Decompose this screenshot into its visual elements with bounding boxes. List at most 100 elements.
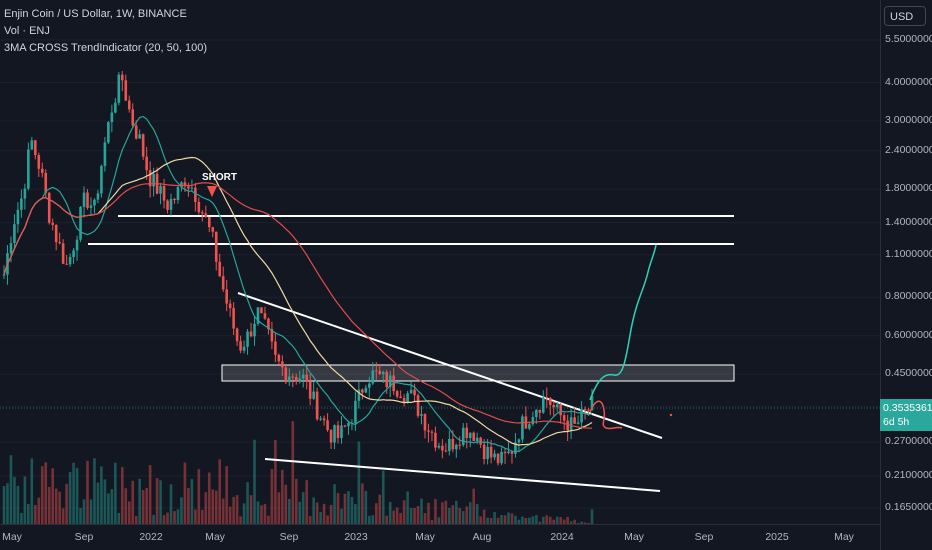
candle-body [451, 438, 455, 450]
volume-bar [221, 498, 225, 524]
volume-bar [176, 509, 180, 524]
volume-bar [72, 462, 75, 524]
volume-bar [350, 496, 354, 524]
candle-body [110, 112, 114, 123]
volume-bar [141, 490, 145, 524]
volume-bar [298, 501, 302, 524]
candle-body [301, 374, 305, 379]
candle-body [232, 308, 235, 329]
pullback-scribble[interactable] [589, 400, 623, 430]
short-annotation[interactable]: SHORT [202, 172, 237, 183]
volume-bar [27, 503, 30, 524]
candle-body [458, 444, 462, 446]
volume-bar [374, 503, 378, 524]
candle-body [246, 331, 249, 347]
candle-body [479, 437, 482, 445]
volume-bar [340, 508, 343, 524]
candle-body [461, 427, 465, 445]
candle-body [573, 417, 576, 424]
volume-bar [228, 506, 232, 524]
candle-body [507, 451, 510, 454]
volume-bar [190, 479, 194, 524]
volume-bar [472, 488, 476, 524]
volume-bar [521, 516, 524, 524]
volume-bar [89, 499, 93, 524]
volume-bar [207, 472, 211, 524]
volume-bar [162, 515, 166, 524]
candle-body [86, 192, 89, 208]
volume-bar [559, 517, 562, 524]
time-tick-label: 2023 [344, 531, 368, 543]
currency-button[interactable]: USD [884, 6, 926, 26]
candle-body [531, 417, 535, 425]
volume-bar [20, 512, 23, 524]
volume-bar [232, 496, 235, 524]
volume-bar [100, 466, 103, 524]
candle-body [336, 425, 340, 438]
candle-body [197, 201, 201, 213]
volume-bar [343, 493, 347, 524]
volume-bar [444, 500, 448, 524]
time-tick-label: Sep [694, 531, 714, 543]
time-tick-label: Aug [472, 531, 492, 543]
candle-body [326, 420, 329, 431]
volume-bar [246, 482, 249, 524]
candle-body [545, 397, 549, 399]
volume-bar [322, 503, 326, 524]
price-tick-label: 1.40000000 [885, 215, 932, 228]
volume-legend[interactable]: Vol · ENJ [4, 25, 50, 37]
candle-body [13, 224, 16, 244]
volume-bar [336, 493, 340, 524]
volume-bar [448, 507, 451, 524]
volume-bar [580, 521, 583, 524]
resistance-zone[interactable] [221, 364, 735, 382]
price-tick-label: 3.00000000 [885, 113, 932, 126]
volume-bar [361, 483, 364, 524]
candle-body [562, 415, 566, 421]
volume-bar [256, 501, 260, 524]
price-tick-label: 2.40000000 [885, 143, 932, 156]
support-trendline[interactable] [264, 458, 661, 492]
volume-bar [288, 498, 291, 524]
volume-bar [437, 517, 441, 524]
candle-body [270, 329, 274, 342]
volume-bar [451, 505, 455, 524]
volume-bar [173, 511, 176, 524]
candle-body [364, 387, 368, 393]
volume-bar [110, 489, 114, 524]
candle-body [263, 313, 267, 319]
volume-bar [152, 514, 155, 524]
candle-body [61, 243, 65, 264]
volume-bar [9, 455, 13, 524]
projection-path[interactable] [589, 244, 657, 401]
time-axis-border [0, 524, 880, 525]
volume-bar [214, 490, 218, 524]
symbol-title[interactable]: Enjin Coin / US Dollar, 1W, BINANCE [4, 8, 187, 20]
candle-body [441, 445, 444, 451]
volume-bar [416, 506, 420, 524]
candle-body [82, 192, 86, 207]
candle-body [34, 140, 37, 156]
candle-body [388, 375, 392, 388]
candle-body [500, 451, 503, 464]
volume-bar [305, 480, 308, 524]
candle-body [538, 409, 542, 413]
candle-body [590, 396, 594, 411]
candle-body [430, 431, 434, 433]
volume-bar [13, 476, 16, 524]
candle-body [162, 185, 166, 201]
volume-bar [486, 517, 489, 524]
volume-bar [274, 439, 277, 524]
indicator-legend[interactable]: 3MA CROSS TrendIndicator (20, 50, 100) [4, 42, 207, 54]
candle-body [114, 102, 117, 113]
volume-bar [37, 497, 41, 524]
candle-body [207, 217, 211, 228]
candle-body [569, 417, 573, 431]
volume-bars [2, 421, 594, 524]
candle-body [587, 409, 590, 411]
time-tick-label: May [415, 531, 435, 543]
candle-body [47, 192, 51, 223]
